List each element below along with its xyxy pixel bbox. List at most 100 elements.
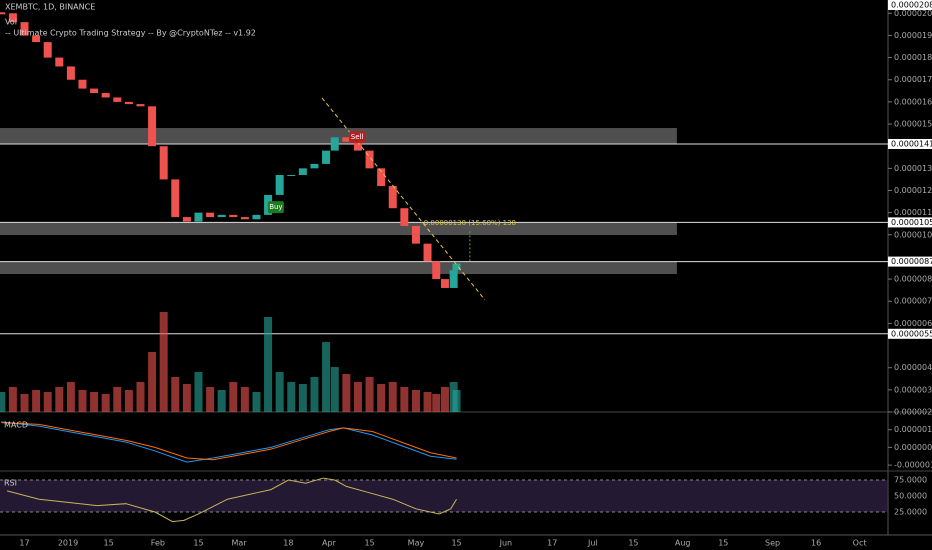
candle (400, 208, 409, 226)
candle (310, 163, 319, 169)
candle (66, 66, 75, 80)
y-tick-label: 0.00001300 (894, 164, 932, 173)
level-box (888, 256, 932, 267)
candle (159, 146, 168, 180)
candle (449, 270, 458, 288)
candle (171, 179, 180, 218)
x-tick-label: May (408, 539, 425, 548)
volume-bar (377, 384, 386, 412)
volume-bar (66, 382, 75, 412)
volume-bar (365, 377, 374, 412)
zone (0, 222, 677, 236)
y-tick-label: 0.00000800 (894, 275, 932, 284)
candle (113, 97, 122, 102)
trendline (321, 97, 486, 301)
candle (8, 13, 17, 23)
signal-box (267, 201, 284, 214)
x-tick-label: Sep (765, 539, 780, 548)
y-tick-label: 75.0000 (894, 476, 927, 485)
candle (217, 214, 226, 218)
zone (0, 128, 677, 144)
x-tick-label: Jul (587, 539, 598, 548)
volume-bar (217, 390, 226, 412)
y-tick-label: 0.00001000 (894, 230, 932, 239)
volume-bar (310, 377, 319, 412)
level-box (888, 328, 932, 339)
level-box (888, 138, 932, 149)
candle (275, 174, 284, 195)
candle (377, 168, 386, 187)
volume-bar (411, 390, 420, 412)
volume-bar (148, 352, 157, 412)
level-box (888, 0, 932, 10)
volume-bar (8, 387, 17, 412)
y-tick-label: 25.0000 (894, 508, 927, 517)
candle (330, 137, 339, 151)
volume-bar (43, 392, 52, 412)
y-tick-label: 0.00001200 (894, 186, 932, 195)
volume-bar (240, 387, 249, 412)
zone (0, 261, 677, 275)
y-tick-label: -0.00000100 (894, 461, 932, 470)
volume-label: Vol (5, 18, 17, 27)
x-tick-label: Aug (675, 539, 691, 548)
signal-label: Sell (351, 133, 364, 141)
y-tick-label: 0.00001100 (894, 208, 932, 217)
candle (432, 261, 441, 280)
y-tick-label: 0.00000700 (894, 297, 932, 306)
volume-bar (20, 394, 29, 412)
y-tick-label: 0.00001900 (894, 31, 932, 40)
candle (55, 57, 64, 67)
macd-label: MACD (4, 421, 28, 430)
x-tick-label: 16 (811, 539, 821, 548)
y-tick-label: 0.00001700 (894, 75, 932, 84)
volume-bar (298, 384, 307, 412)
volume-bar (182, 384, 191, 412)
x-tick-label: 17 (19, 539, 29, 548)
candle (90, 88, 99, 94)
level-label: 0.00002082 (891, 1, 932, 10)
x-tick-label: 2019 (58, 539, 78, 548)
strategy-label: -- Ultimate Crypto Trading Strategy -- B… (5, 29, 256, 38)
symbol: XEMBTC, 1D, BINANCE (5, 3, 95, 12)
candle (206, 212, 215, 218)
level-label: 0.00000879 (891, 257, 932, 266)
volume-bar (353, 382, 362, 412)
volume-bar (171, 377, 180, 412)
volume-bar (423, 392, 432, 412)
candle (388, 186, 397, 209)
candle (298, 168, 307, 175)
rsi-label: RSI (4, 479, 17, 488)
x-tick-label: 15 (718, 539, 728, 548)
candle (353, 141, 362, 151)
volume-bar (252, 392, 261, 412)
volume-bar (101, 394, 110, 412)
measure-label: 0.00000138 (15.68%) 138 (424, 219, 516, 227)
volume-bar (159, 312, 168, 412)
candle (148, 106, 157, 147)
y-tick-label: 50.0000 (894, 492, 927, 501)
x-tick-label: 15 (193, 539, 203, 548)
x-tick-label: Oct (853, 539, 867, 548)
volume-bar (287, 382, 296, 412)
volume-bar (32, 390, 41, 412)
volume-bar (432, 394, 441, 412)
volume-bar (194, 372, 203, 412)
candle (194, 212, 203, 222)
volume-bar (330, 367, 339, 412)
x-tick-label: 18 (283, 539, 293, 548)
y-tick-label: 0.00000200 (894, 408, 932, 417)
x-tick-label: 17 (547, 539, 557, 548)
volume-bar (136, 382, 145, 412)
x-tick-label: 15 (103, 539, 113, 548)
volume-bar (342, 374, 351, 412)
candle (0, 12, 6, 15)
volume-bar (275, 372, 284, 412)
volume-bar (0, 392, 6, 412)
candle (342, 137, 351, 142)
y-tick-label: 0.00001500 (894, 120, 932, 129)
x-tick-label: 15 (364, 539, 374, 548)
candle (452, 263, 461, 271)
